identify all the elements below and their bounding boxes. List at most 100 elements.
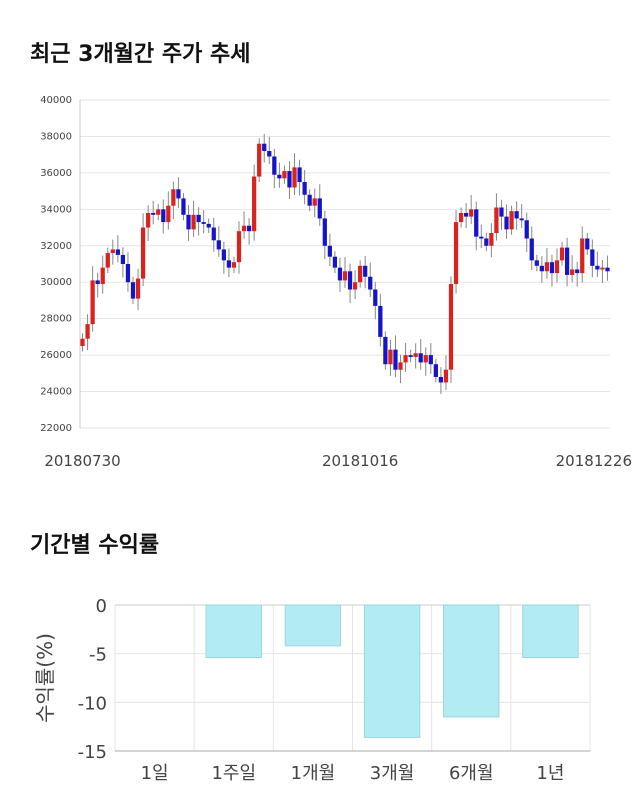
candle-body [100,267,105,285]
candle-body [105,253,110,268]
candle-body [524,220,529,239]
candle-body [539,265,544,272]
candle-body [80,338,85,346]
candle-body [564,247,570,275]
candle-body [216,240,221,250]
y-tick-label: 24000 [40,387,72,398]
candle-body [337,267,343,281]
candle-body [443,369,449,383]
candle-body [90,280,95,325]
candle-body [277,174,282,179]
candle-body [418,353,423,363]
candle-body [438,376,444,383]
candle-body [590,249,595,266]
candle-body [332,256,338,268]
x-tick-label: 1년 [536,763,564,784]
y-tick-label: 0 [96,596,107,617]
candle-body [514,211,519,219]
candle-body [494,207,499,234]
candle-body [585,238,590,250]
candle-body [398,362,403,370]
candle-body [110,249,115,254]
candle-body [151,212,156,215]
candle-chart-title: 최근 3개월간 주가 추세 [30,42,251,67]
x-tick-label: 20181226 [556,452,632,470]
y-axis-label: 수익률(%) [33,633,57,723]
candle-body [342,271,348,281]
candle-body [307,194,312,206]
candle-body [125,264,131,283]
x-tick-label: 20181016 [322,452,398,470]
x-tick-label: 20180730 [44,452,120,470]
candle-body [378,305,383,337]
candle-body [529,238,534,261]
candle-body [474,209,479,237]
candle-body [191,214,196,230]
candle-body [272,156,277,175]
candle-body [201,222,206,224]
candle-body [428,355,433,365]
candle-body [322,218,327,246]
y-tick-label: 38000 [40,131,72,142]
candle-body [241,225,247,232]
candle-body [448,284,454,370]
candle-body [287,171,292,188]
candle-body [403,355,408,363]
y-tick-label: 34000 [40,204,72,215]
x-tick-label: 3개월 [370,763,415,784]
return-bar [363,604,421,738]
candle-body [156,209,161,215]
candle-body [252,176,257,232]
return-bar [522,604,579,659]
candle-body [262,143,267,152]
candle-body [327,245,332,257]
candle-body [453,222,459,285]
return-bar [205,604,262,659]
candle-body [393,349,398,370]
y-tick-label: 36000 [40,168,72,179]
y-tick-label: -10 [78,693,107,714]
candle-body [479,236,484,239]
candle-body [554,260,560,274]
candle-body [236,231,242,263]
y-tick-label: -5 [89,645,107,666]
candle-body [196,214,201,223]
candle-body [549,262,555,274]
candle-body [464,212,469,217]
candle-body [211,227,216,241]
candle-body [161,209,166,223]
return-bar [284,604,342,647]
candle-body [570,269,575,275]
candle-body [317,198,322,219]
candle-body [226,260,232,268]
candle-body [605,267,610,272]
y-tick-label: 28000 [40,314,72,325]
candle-body [469,209,474,217]
candle-body [282,171,287,179]
y-tick-label: 22000 [40,423,72,434]
candle-body [559,247,565,261]
candle-body [257,143,262,177]
candle-body [352,282,358,290]
candle-body [358,265,363,283]
candlestick-chart: 22000 24000 26000 28000 30000 32000 34000 36000… [40,95,632,470]
x-tick-label: 1일 [141,763,169,784]
y-tick-label: 26000 [40,350,72,361]
candle-body [580,238,585,274]
candle-body [135,278,141,299]
candle-body [146,212,151,228]
candle-body [267,151,272,157]
candle-body [297,167,302,182]
y-tick-label: -15 [78,742,107,763]
candle-body [221,249,226,261]
candle-body [231,262,237,268]
candle-body [181,198,186,215]
candle-body [115,249,120,255]
candle-body [504,216,509,230]
candle-body [413,353,418,357]
candle-body [292,167,297,188]
candle-body [176,189,181,199]
candle-body [373,289,378,306]
y-tick-label: 32000 [40,241,72,252]
